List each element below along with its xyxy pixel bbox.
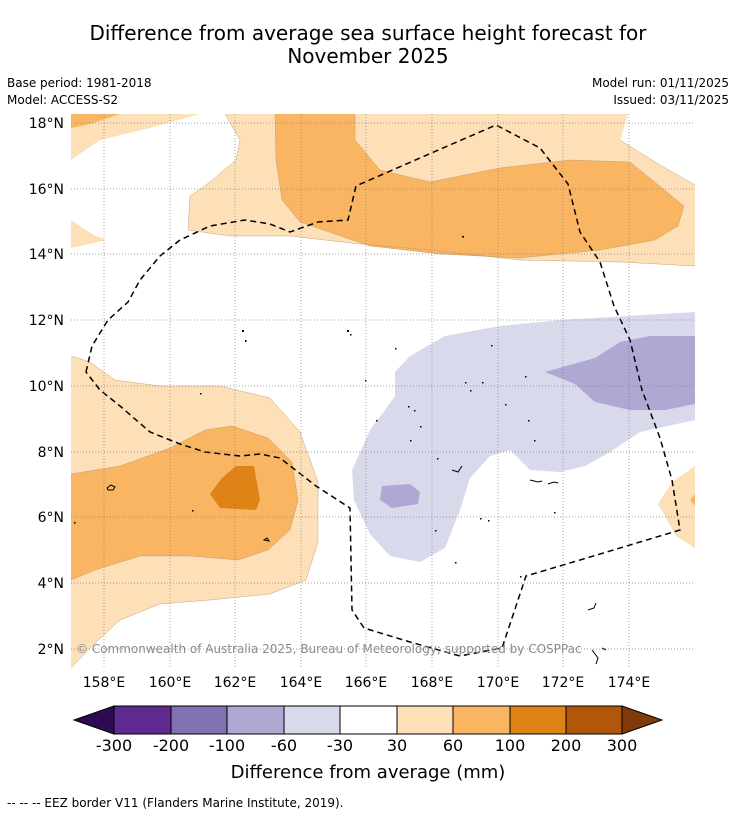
gridlines (71, 114, 695, 668)
contour-100-200-west (210, 466, 260, 510)
island-outline (529, 479, 543, 483)
colorbar-segment (452, 705, 511, 735)
colorbar-segment (339, 705, 398, 735)
lat-label: 10°N (29, 379, 64, 395)
contour-60-100-east (690, 494, 695, 506)
island-outline (591, 649, 599, 665)
colorbar-tick: -60 (271, 736, 297, 755)
colorbar-segment (113, 705, 172, 735)
colorbar-tick: 300 (607, 736, 638, 755)
colorbar-ticks: -300 -200 -100 -60 -30 30 60 100 200 300 (96, 736, 637, 755)
colorbar-segment (509, 705, 567, 735)
lon-label: 162°E (214, 675, 257, 691)
colorbar-segment (396, 705, 454, 735)
colorbar-tick: 100 (495, 736, 526, 755)
contour-60-100-west (71, 426, 298, 580)
lon-label: 160°E (149, 675, 192, 691)
model-run: Model run: 01/11/2025 (591, 76, 729, 90)
island-outline (601, 647, 607, 651)
contour-30-60-east (658, 466, 695, 548)
lat-label: 8°N (38, 445, 64, 461)
eez-footnote: -- -- -- EEZ border V11 (Flanders Marine… (7, 796, 344, 810)
colorbar-segment (226, 705, 285, 735)
colorbar-segment (170, 705, 228, 735)
title-line-1: Difference from average sea surface heig… (89, 21, 647, 45)
contour-30-60-small (71, 220, 106, 248)
island-outline (262, 537, 271, 542)
colorbar-segment (283, 705, 341, 735)
colorbar-tick: -200 (153, 736, 189, 755)
colorbar-extend-low (72, 705, 115, 735)
contour-60-100-north (275, 114, 684, 258)
copyright-notice: © Commonwealth of Australia 2025, Bureau… (76, 642, 582, 656)
base-period: Base period: 1981-2018 (7, 76, 152, 90)
longitude-labels: 158°E 160°E 162°E 164°E 166°E 168°E 170°… (83, 675, 651, 691)
meta-left: Base period: 1981-2018 Model: ACCESS-S2 (7, 75, 152, 109)
colorbar-tick: -300 (96, 736, 132, 755)
lon-label: 158°E (83, 675, 126, 691)
lat-label: 14°N (29, 247, 64, 263)
colorbar (72, 705, 664, 735)
map-contours: © Commonwealth of Australia 2025, Bureau… (71, 114, 695, 668)
contour-neg60-neg100-small (380, 484, 420, 508)
colorbar-tick: -30 (327, 736, 353, 755)
colorbar-tick: 200 (551, 736, 582, 755)
contour-30-60-corner (71, 114, 200, 160)
colorbar-tick: 30 (387, 736, 407, 755)
lat-label: 18°N (29, 116, 64, 132)
meta-right: Model run: 01/11/2025 Issued: 03/11/2025 (592, 75, 729, 109)
lon-label: 172°E (542, 675, 585, 691)
lon-label: 170°E (477, 675, 520, 691)
contour-neg60-neg100-east (545, 336, 695, 410)
colorbar-extend-high (621, 705, 664, 735)
island-outline (547, 481, 559, 485)
lon-label: 164°E (280, 675, 323, 691)
issued-date: Issued: 03/11/2025 (613, 93, 729, 107)
lat-label: 6°N (38, 510, 64, 526)
eez-border (85, 124, 681, 657)
island-outline (587, 602, 597, 611)
colorbar-tick: 60 (443, 736, 463, 755)
colorbar-segment (565, 705, 623, 735)
title-line-2: November 2025 (287, 44, 449, 68)
model-name: Model: ACCESS-S2 (7, 93, 119, 107)
latitude-labels: 18°N 16°N 14°N 12°N 10°N 8°N 6°N 4°N 2°N (29, 116, 64, 658)
island-outline (106, 484, 116, 491)
lon-label: 166°E (345, 675, 388, 691)
colorbar-tick: -100 (209, 736, 245, 755)
island-outline (451, 465, 463, 473)
lat-label: 16°N (29, 182, 64, 198)
lon-label: 168°E (411, 675, 454, 691)
chart-title: Difference from average sea surface heig… (0, 22, 736, 68)
contour-60-100-corner (71, 114, 120, 128)
lon-label: 174°E (608, 675, 651, 691)
lat-label: 2°N (38, 642, 64, 658)
lat-label: 12°N (29, 313, 64, 329)
colorbar-label: Difference from average (mm) (231, 762, 506, 783)
lat-label: 4°N (38, 576, 64, 592)
